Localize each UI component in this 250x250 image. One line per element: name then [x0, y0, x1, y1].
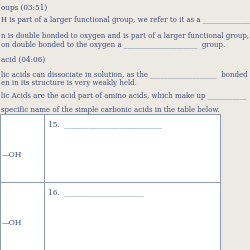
- Text: en in its structure is very weakly held.: en in its structure is very weakly held.: [1, 79, 137, 87]
- Text: —OH: —OH: [1, 150, 22, 159]
- Bar: [0, 114, 220, 250]
- Text: lic acids can dissociate in solution, as the ___________________  bonded: lic acids can dissociate in solution, as…: [1, 70, 248, 78]
- Text: H is part of a larger functional group, we refer to it as a _______________: H is part of a larger functional group, …: [1, 16, 250, 24]
- Text: 15.  ___________________________: 15. ___________________________: [48, 120, 162, 128]
- Text: —OH: —OH: [1, 219, 22, 227]
- Text: on double bonded to the oxygen a _____________________  group.: on double bonded to the oxygen a _______…: [1, 41, 226, 49]
- Text: 16.  ______________________: 16. ______________________: [48, 188, 144, 196]
- Text: specific name of the simple carbonic acids in the table below.: specific name of the simple carbonic aci…: [1, 106, 220, 114]
- Text: n is double bonded to oxygen and is part of a larger functional group, w: n is double bonded to oxygen and is part…: [1, 32, 250, 40]
- Text: oups (03:51): oups (03:51): [1, 4, 48, 12]
- Text: lic Acids are the acid part of amino acids, which make up ___________: lic Acids are the acid part of amino aci…: [1, 92, 246, 100]
- Text: acid (04:06): acid (04:06): [1, 56, 46, 64]
